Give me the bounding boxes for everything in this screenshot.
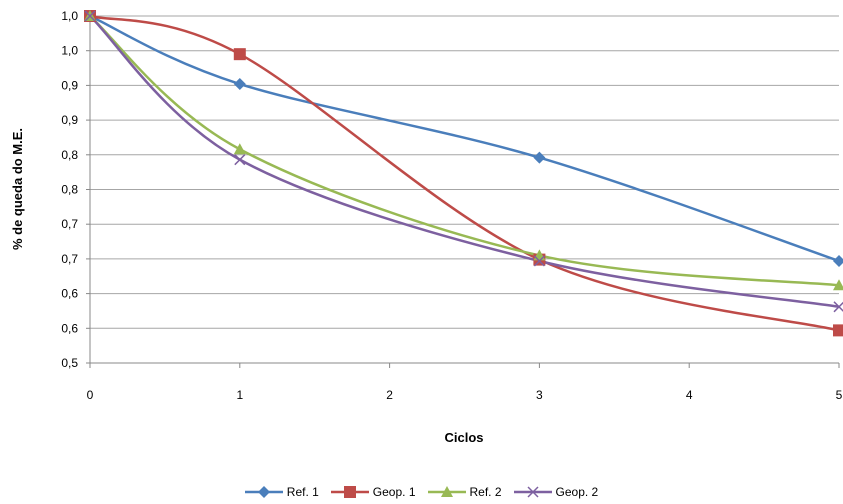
series-markers (84, 10, 843, 337)
legend-marker (343, 486, 356, 498)
y-tick-label: 0,7 (61, 217, 78, 231)
data-point-2 (233, 48, 246, 61)
x-tick-label: 3 (536, 388, 543, 402)
legend-label: Ref. 2 (469, 485, 502, 499)
x-tick-label: 5 (836, 388, 843, 402)
legend-item-1: Ref. 1 (244, 485, 319, 499)
y-tick-label: 0,9 (61, 78, 78, 92)
y-tick-label: 1,0 (61, 44, 78, 58)
series-line-4 (89, 15, 840, 309)
y-tick-label: 0,8 (61, 183, 78, 197)
series-line-2 (89, 14, 840, 332)
data-point-4 (533, 255, 545, 267)
y-tick-label: 0,6 (61, 321, 78, 335)
legend: Ref. 1 Geop. 1 Ref. 2 Geop. 2 (0, 485, 843, 499)
y-tick-label: 0,9 (61, 113, 78, 127)
legend-swatch (330, 486, 369, 498)
series-line-1 (89, 14, 840, 263)
legend-item-2: Geop. 1 (330, 485, 416, 499)
data-point-3 (233, 143, 246, 155)
data-point-4 (234, 154, 246, 166)
y-tick-labels: 0,5 0,6 0,6 0,7 0,7 0,8 0,8 0,9 0,9 1,0 1,0 (61, 9, 90, 370)
y-axis-title: % de queda do M.E. (10, 128, 25, 250)
data-point-1 (233, 78, 246, 91)
x-tick-label: 2 (386, 388, 393, 402)
legend-label: Ref. 1 (286, 485, 319, 499)
data-point-4 (84, 10, 96, 22)
legend-swatch (427, 486, 466, 497)
x-axis-title: Ciclos (444, 430, 483, 445)
series-lines (89, 14, 840, 332)
data-point-2 (833, 324, 843, 337)
data-point-3 (833, 279, 843, 291)
y-tick-label: 0,7 (61, 252, 78, 266)
legend-label: Geop. 2 (555, 485, 599, 499)
legend-item-3: Ref. 2 (427, 485, 502, 499)
y-tick-label: 0,8 (61, 148, 78, 162)
legend-swatch (244, 486, 283, 498)
legend-marker (440, 486, 453, 497)
x-tick-label: 4 (686, 388, 693, 402)
x-tick-label: 0 (87, 388, 94, 402)
legend-swatch (513, 486, 552, 498)
grid-lines (90, 15, 839, 329)
series-line-3 (89, 15, 840, 287)
x-tick-labels: 0 1 2 3 4 5 (87, 363, 843, 402)
x-tick-label: 1 (236, 388, 243, 402)
legend-label: Geop. 1 (372, 485, 416, 499)
y-tick-label: 0,5 (61, 356, 78, 370)
legend-marker (526, 486, 539, 498)
y-tick-label: 1,0 (61, 9, 78, 23)
y-tick-label: 0,6 (61, 287, 78, 301)
legend-item-4: Geop. 2 (513, 485, 599, 499)
data-point-1 (833, 254, 843, 267)
data-point-1 (533, 151, 546, 164)
legend-marker (257, 486, 270, 498)
data-point-4 (833, 301, 843, 313)
